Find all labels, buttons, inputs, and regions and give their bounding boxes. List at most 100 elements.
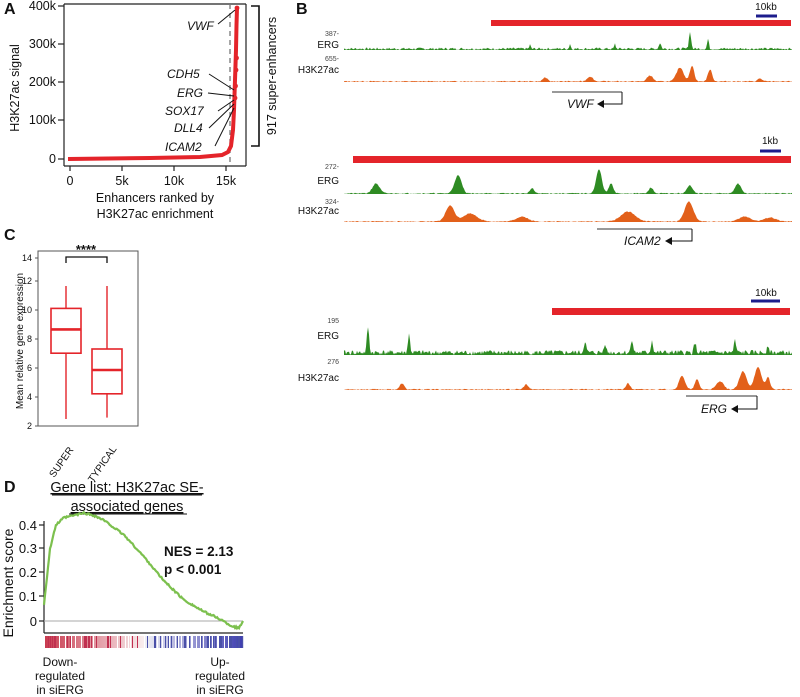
barcode-stripe <box>90 636 92 648</box>
barcode-stripe <box>107 636 109 648</box>
barcode-stripe <box>95 636 97 648</box>
barcode-stripe <box>160 636 162 648</box>
barcode-stripe <box>201 636 203 648</box>
barcode-stripe <box>171 636 173 648</box>
panel-a-point <box>234 5 240 11</box>
barcode-stripe <box>124 636 126 648</box>
barcode-stripe <box>99 636 101 648</box>
barcode-stripe <box>211 636 213 648</box>
barcode-stripe <box>45 636 47 648</box>
barcode-stripe <box>78 636 80 648</box>
barcode-stripe <box>217 636 219 648</box>
barcode-stripe <box>61 636 63 648</box>
panel-d-ytick-label: 0.4 <box>19 518 37 533</box>
barcode-stripe <box>179 636 181 648</box>
panel-a-ylabel: H3K27ac signal <box>8 44 22 132</box>
gene-label-erg-track: ERG <box>701 402 727 416</box>
panel-c-category-super: SUPER <box>48 445 77 480</box>
barcode-stripe <box>62 636 64 648</box>
tss-arrowhead <box>731 405 738 413</box>
barcode-stripe <box>65 636 67 648</box>
barcode-stripe <box>108 636 110 648</box>
h3k27ac-signal-track <box>344 201 792 222</box>
barcode-stripe <box>200 636 202 648</box>
barcode-stripe <box>204 636 206 648</box>
barcode-stripe <box>135 636 137 648</box>
scale-bar-label: 10kb <box>755 2 777 13</box>
super-enhancer-region-bar <box>491 20 791 26</box>
barcode-stripe <box>127 636 129 648</box>
barcode-stripe <box>64 636 66 648</box>
barcode-stripe <box>104 636 106 648</box>
barcode-stripe <box>59 636 61 648</box>
track-vwf: 10kb 387- ERG 655- H3K27ac VWF <box>298 2 792 111</box>
panel-a-letter: A <box>4 1 16 18</box>
tss-arrowhead <box>665 237 672 245</box>
barcode-stripe <box>191 636 193 648</box>
barcode-stripe <box>134 636 136 648</box>
erg-signal-track <box>344 169 792 194</box>
panel-d-title-line2: associated genes <box>71 499 184 515</box>
barcode-stripe <box>150 636 152 648</box>
barcode-stripe <box>106 636 108 648</box>
gene-pointer <box>208 103 235 129</box>
panel-c-boxes <box>50 286 123 419</box>
barcode-stripe <box>128 636 130 648</box>
barcode-stripe <box>71 636 73 648</box>
barcode-stripe <box>74 636 76 648</box>
barcode-stripe <box>208 636 210 648</box>
barcode-stripe <box>103 636 105 648</box>
barcode-stripe <box>50 636 52 648</box>
tss-arrow <box>672 229 693 242</box>
erg-track-label: ERG <box>317 331 339 342</box>
barcode-stripe <box>185 636 187 648</box>
barcode-stripe <box>75 636 77 648</box>
barcode-stripe <box>202 636 204 648</box>
barcode-stripe <box>98 636 100 648</box>
barcode-stripe <box>198 636 200 648</box>
barcode-stripe <box>66 636 68 648</box>
barcode-stripe <box>115 636 117 648</box>
barcode-stripe <box>132 636 134 648</box>
barcode-stripe <box>84 636 86 648</box>
barcode-stripe <box>55 636 57 648</box>
panel-c-ytick-label: 14 <box>22 253 32 263</box>
barcode-stripe <box>232 636 234 648</box>
barcode-stripe <box>136 636 138 648</box>
barcode-stripe <box>205 636 207 648</box>
gene-pointer <box>207 92 235 97</box>
down-regulated-label: regulated <box>35 669 85 683</box>
panel-a-point <box>232 95 238 101</box>
barcode-stripe <box>70 636 72 648</box>
gene-label-cdh5: CDH5 <box>167 67 200 81</box>
barcode-stripe <box>120 636 122 648</box>
barcode-stripe <box>97 636 99 648</box>
barcode-stripe <box>161 636 163 648</box>
gene-label-icam2: ICAM2 <box>165 140 202 154</box>
barcode-stripe <box>164 636 166 648</box>
barcode-stripe <box>109 636 111 648</box>
panel-b-letter: B <box>296 1 308 18</box>
panel-c-ytick-label: 2 <box>27 421 32 431</box>
barcode-stripe <box>222 636 224 648</box>
significance-bracket <box>65 256 108 263</box>
barcode-stripe <box>112 636 114 648</box>
barcode-stripe <box>130 636 132 648</box>
track-icam2: 1kb 272- ERG 324- H3K27ac ICAM2 <box>298 136 792 248</box>
barcode-stripe <box>92 636 94 648</box>
barcode-stripe <box>192 636 194 648</box>
panel-c-frame <box>37 250 139 427</box>
barcode-stripe <box>47 636 49 648</box>
barcode-stripe <box>141 636 143 648</box>
up-regulated-label: in siERG <box>196 683 243 697</box>
barcode-stripe <box>101 636 103 648</box>
barcode-stripe <box>207 636 209 648</box>
barcode-stripe <box>162 636 164 648</box>
barcode-stripe <box>91 636 93 648</box>
barcode-stripe <box>209 636 211 648</box>
panel-d-ytick-label: 0.2 <box>19 565 37 580</box>
barcode-stripe <box>238 636 240 648</box>
barcode-stripe <box>219 636 221 648</box>
scale-bar-label: 1kb <box>762 136 779 147</box>
